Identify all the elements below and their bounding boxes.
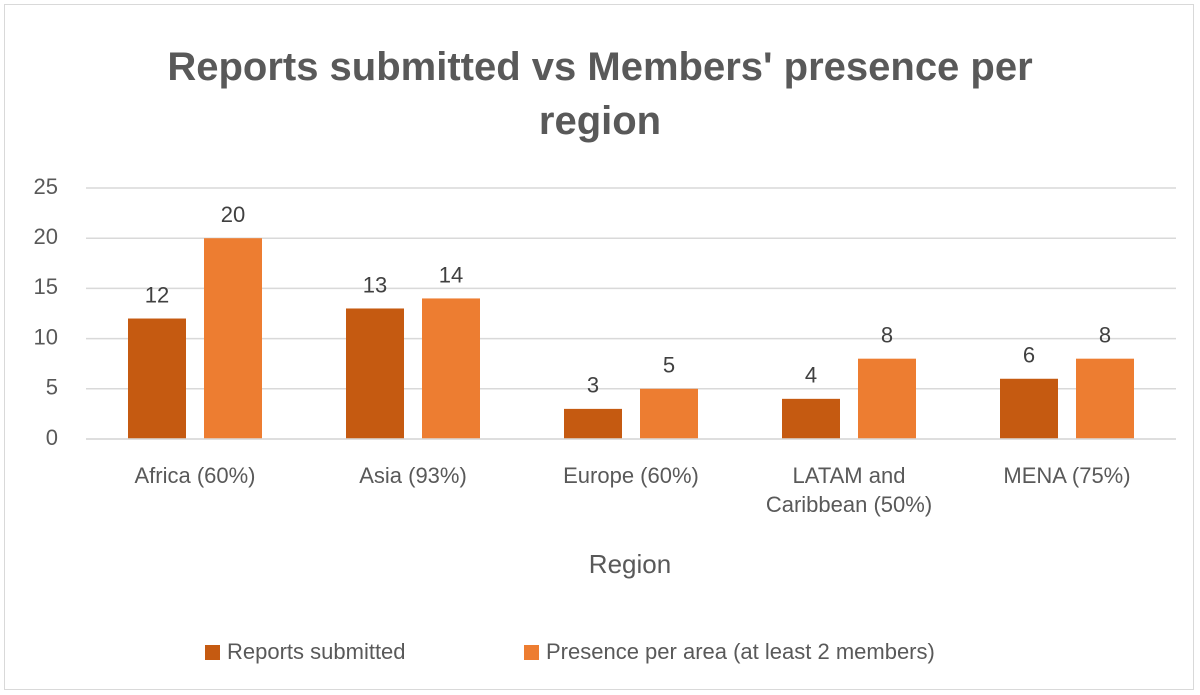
data-label: 8 [1099, 322, 1111, 347]
bar [1076, 358, 1134, 439]
bar [422, 298, 480, 439]
data-label: 8 [881, 322, 893, 347]
bar [1000, 378, 1058, 439]
x-tick-label: Asia (93%) [359, 463, 467, 488]
bar [858, 358, 916, 439]
x-tick-label: MENA (75%) [1003, 463, 1131, 488]
bar [564, 408, 622, 439]
x-axis-title: Region [588, 549, 672, 579]
bar [204, 238, 262, 439]
data-label: 12 [145, 282, 169, 307]
y-tick-label: 10 [34, 324, 58, 349]
y-tick-label: 0 [46, 425, 58, 450]
legend-label: Presence per area (at least 2 members) [546, 639, 935, 664]
data-label: 13 [363, 272, 387, 297]
data-label: 20 [221, 202, 245, 227]
data-label: 14 [439, 262, 463, 287]
bar [640, 388, 698, 439]
data-label: 4 [805, 363, 817, 388]
chart-border [4, 4, 1194, 690]
x-tick-label: Africa (60%) [134, 463, 256, 488]
data-label: 6 [1023, 343, 1035, 368]
y-tick-label: 20 [34, 224, 58, 249]
y-tick-label: 25 [34, 174, 58, 199]
data-label: 3 [587, 373, 599, 398]
y-tick-label: 5 [46, 375, 58, 400]
legend-swatch [205, 645, 220, 660]
bar [346, 308, 404, 439]
bar [128, 318, 186, 439]
y-tick-label: 15 [34, 274, 58, 299]
bar [782, 398, 840, 439]
legend-label: Reports submitted [227, 639, 406, 664]
legend-swatch [524, 645, 539, 660]
data-label: 5 [663, 353, 675, 378]
x-tick-label: Europe (60%) [563, 463, 699, 488]
x-tick-label: LATAM and Caribbean (50%) [765, 463, 933, 517]
chart-title: Reports submitted vs Members' presence p… [167, 45, 1033, 143]
